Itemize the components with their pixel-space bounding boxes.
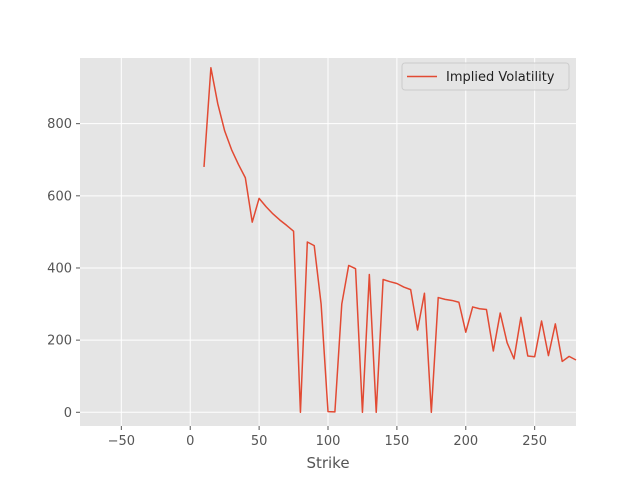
x-tick-label: 100 [316,434,341,449]
x-tick-label: 0 [186,434,194,449]
x-tick-label: 250 [522,434,547,449]
y-axis-ticks: 0 200 400 600 800 [47,117,80,421]
legend-box [401,62,570,91]
grid-lines [80,58,576,426]
x-axis-label: Strike [306,454,349,472]
legend-label: Implied Volatility [446,70,555,85]
y-tick-label: 400 [47,261,72,276]
y-tick-label: 200 [47,334,72,349]
x-tick-label: 200 [453,434,478,449]
x-tick-label: 150 [384,434,409,449]
x-axis-ticks: −50 0 50 100 150 200 250 [108,426,547,449]
x-tick-label: −50 [108,434,135,449]
y-tick-label: 0 [64,406,72,421]
y-tick-label: 600 [47,189,72,204]
y-tick-label: 800 [47,117,72,132]
series-layer [203,66,577,414]
x-tick-label: 50 [251,434,268,449]
series-line-0 [203,66,577,414]
legend: Implied Volatility [401,62,570,91]
